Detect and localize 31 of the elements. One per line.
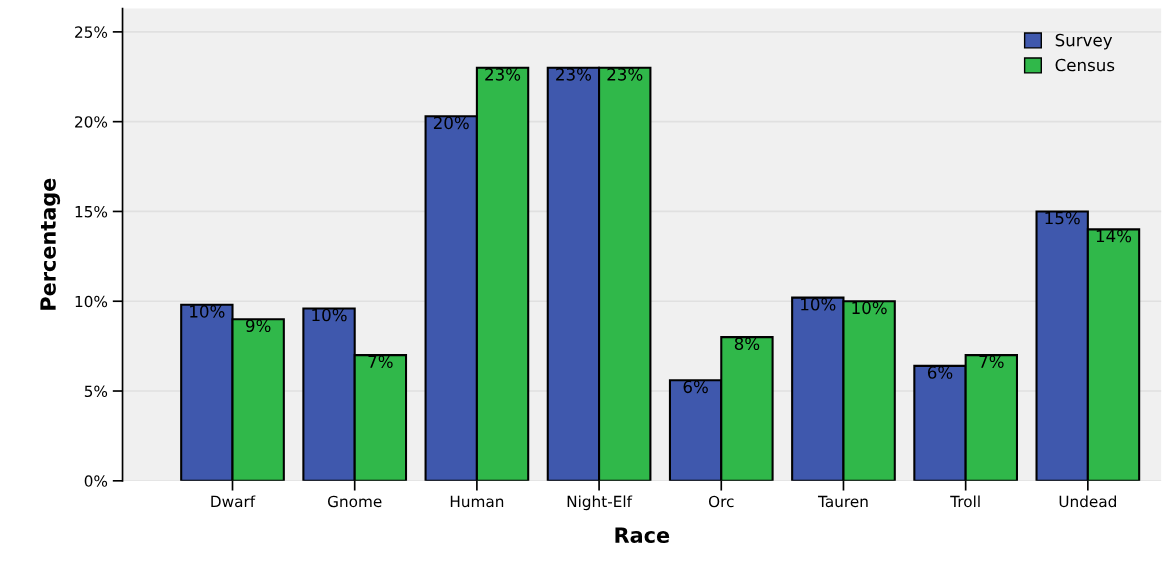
data-label: 15% <box>1045 211 1080 225</box>
data-label: 8% <box>734 337 760 351</box>
x-tick-label: Undead <box>1059 495 1116 508</box>
data-label: 10% <box>801 297 836 311</box>
data-label: 10% <box>190 305 225 318</box>
x-tick-label: Dwarf <box>211 495 256 508</box>
x-tick-label: Night-Elf <box>567 495 633 511</box>
x-tick-label: Troll <box>950 495 980 508</box>
data-label: 20% <box>433 116 469 130</box>
legend-label: Survey <box>1055 33 1113 50</box>
y-tick-label: 10% <box>75 295 108 308</box>
data-label: 10% <box>312 308 347 322</box>
x-axis-title: Race <box>615 527 670 543</box>
data-label: 23% <box>556 68 592 81</box>
y-tick-label: 5% <box>84 385 108 398</box>
x-tick-label: Gnome <box>327 495 382 508</box>
x-tick-label: Human <box>450 495 504 508</box>
x-tick-label: Orc <box>708 495 734 508</box>
y-tick-label: 20% <box>75 116 108 128</box>
data-label: 23% <box>485 68 521 81</box>
y-tick-label: 15% <box>75 205 108 218</box>
y-tick-label: 25% <box>75 26 108 38</box>
data-label: 6% <box>683 380 708 394</box>
y-tick-label: 0% <box>84 475 108 487</box>
data-label: 10% <box>852 301 887 315</box>
legend-label: Census <box>1055 58 1115 72</box>
y-axis-title: Percentage <box>40 178 61 310</box>
data-label: 14% <box>1096 229 1132 243</box>
data-label: 9% <box>246 319 271 333</box>
data-label: 23% <box>607 68 643 81</box>
x-tick-label: Tauren <box>817 495 868 508</box>
